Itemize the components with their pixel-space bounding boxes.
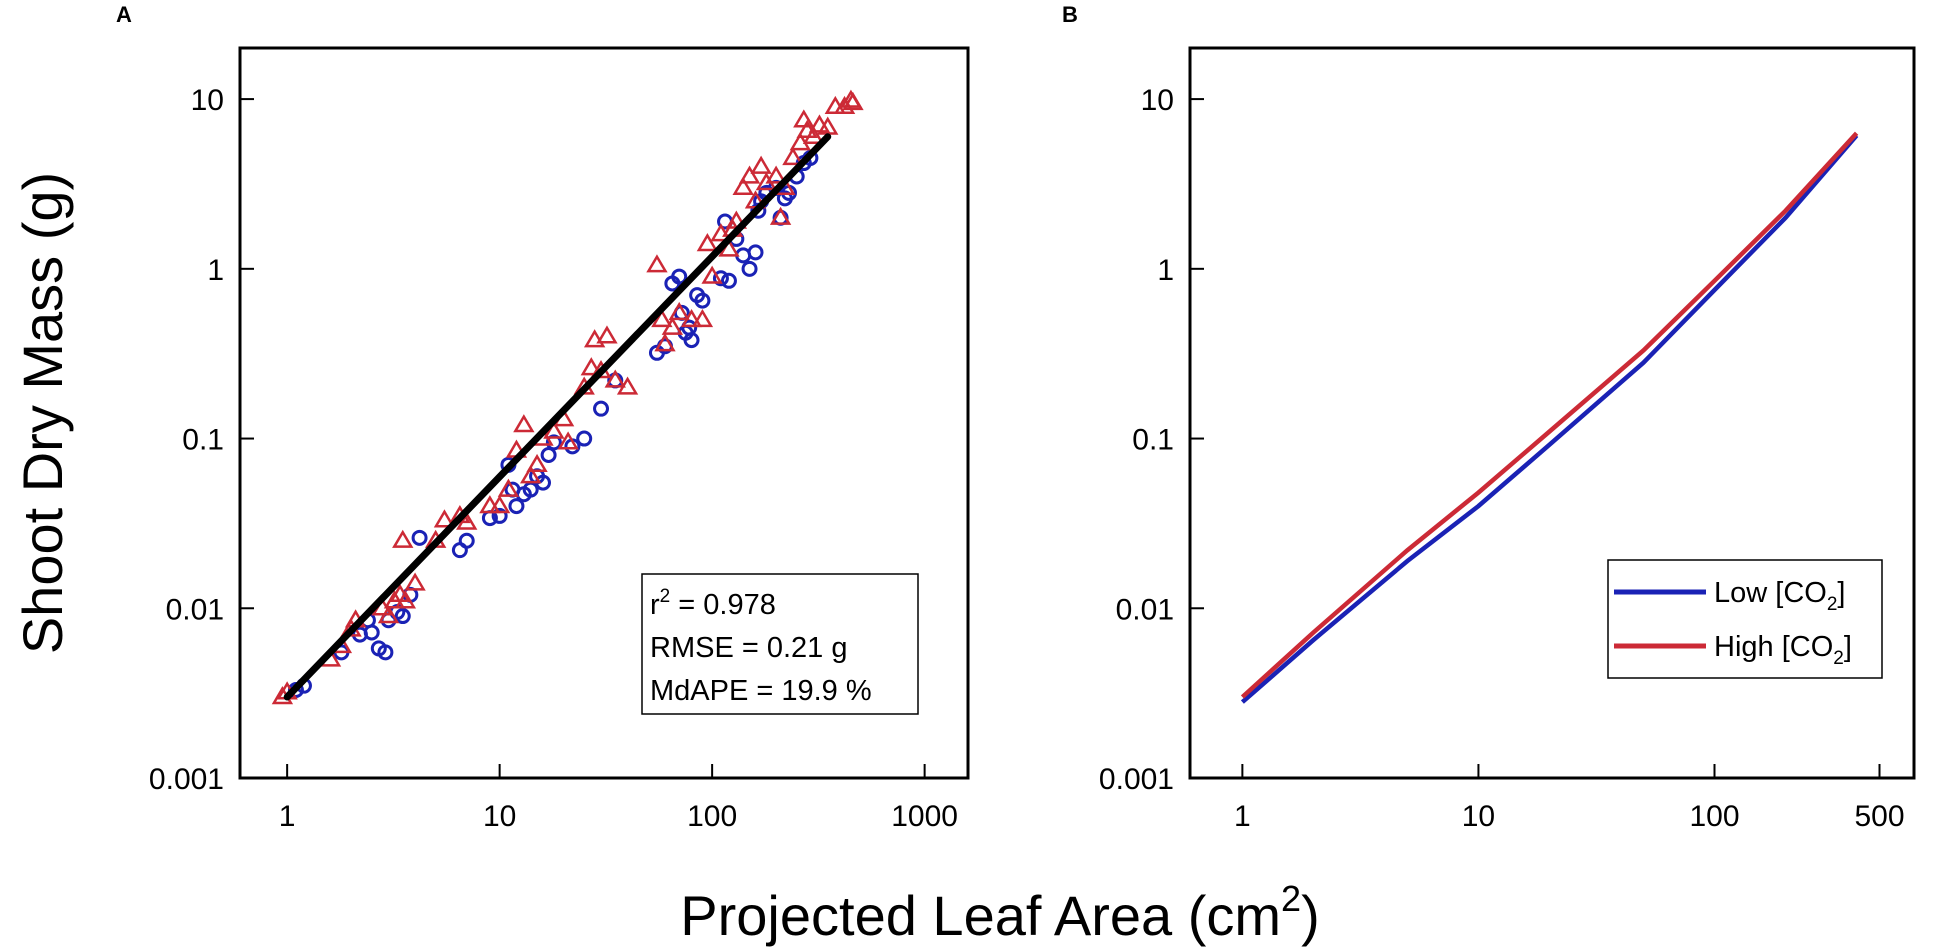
y-tick-label: 0.001 (1099, 763, 1174, 796)
high-co2-point (696, 233, 719, 252)
low-co2-point (540, 446, 557, 463)
low-co2-point (694, 292, 711, 309)
low-co2-point (671, 268, 688, 285)
high-co2-point (668, 301, 690, 321)
panel-b-x-axis: 1 10 100 500 (1234, 764, 1905, 833)
panel-b-frame (1188, 46, 1916, 780)
fit-line (283, 133, 832, 701)
high-co2-point (802, 125, 825, 144)
panel-a-frame (238, 46, 970, 780)
stat-rmse: RMSE = 0.21 g (650, 632, 847, 664)
low-co2-point (545, 434, 562, 451)
panel-a-x-axis: 1 10 100 1000 (279, 764, 958, 833)
high-co2-point (701, 265, 723, 284)
high-co2-point (543, 420, 565, 439)
stat-mdape: MdAPE = 19.9 % (650, 675, 872, 707)
high-co2-point (557, 431, 579, 450)
high-co2-point (520, 465, 542, 484)
low-co2-point (508, 498, 525, 515)
legend: Low [CO2] High [CO2] (1607, 559, 1883, 679)
panel-a-y-axis: 0.001 0.01 0.1 1 10 (149, 84, 254, 796)
y-tick-label: 1 (207, 254, 224, 287)
high-co2-point (580, 357, 602, 376)
low-co2-point (683, 332, 700, 349)
y-axis-label: Shoot Dry Mass (g) (11, 172, 74, 654)
high-co2-point (404, 572, 426, 591)
x-tick-label: 1 (279, 800, 296, 833)
high-co2-point (456, 511, 478, 530)
low-co2-point (593, 400, 610, 417)
high-co2-point (782, 146, 804, 166)
high-co2-point (377, 605, 400, 624)
high-co2-point (392, 529, 414, 548)
legend-low-label: Low [CO2] (1714, 577, 1845, 615)
high-co2-point (842, 91, 864, 111)
x-tick-label: 10 (1462, 800, 1495, 833)
low-co2-point (363, 624, 380, 641)
stats-box: r2 = 0.978 RMSE = 0.21 g MdAPE = 19.9 % (641, 573, 919, 715)
low-co2-point (712, 270, 729, 287)
high-co2-point (732, 176, 754, 196)
low-co2-point (576, 430, 593, 447)
x-axis-label: Projected Leaf Area (cm2) (680, 878, 1319, 947)
high-co2-point (661, 316, 684, 335)
high-co2-point (750, 155, 772, 174)
y-tick-label: 0.01 (1116, 593, 1174, 626)
x-tick-label: 100 (1689, 800, 1739, 833)
y-tick-label: 1 (1157, 254, 1174, 287)
high-co2-point (433, 509, 456, 528)
high-co2-point (651, 308, 673, 328)
panel-b-y-axis: 0.001 0.01 0.1 1 10 (1099, 84, 1204, 796)
high-co2-point (654, 333, 676, 352)
y-tick-label: 0.001 (149, 763, 224, 796)
high-co2-point (488, 495, 511, 514)
low-co2-point (377, 644, 394, 661)
high-co2-point (596, 325, 618, 344)
high-co2-point (497, 478, 520, 497)
low-co2-point (741, 260, 758, 277)
panel-b: B 0.001 0.01 0.1 1 10 1 10 100 500 Low [CO2] Hi… (1062, 2, 1916, 833)
low-co2-point (720, 272, 737, 289)
x-tick-label: 1 (1234, 800, 1251, 833)
high-co2-point (738, 165, 761, 184)
x-tick-label: 100 (687, 800, 737, 833)
high-co2-point (526, 453, 548, 473)
low-co2-point (747, 244, 764, 261)
low-co2-point (411, 529, 428, 546)
high-co2-point (394, 590, 417, 609)
low-co2-line (1240, 134, 1859, 704)
high-co2-point (765, 165, 787, 184)
panel-b-letter: B (1062, 2, 1078, 27)
high-co2-point (513, 414, 535, 433)
low-co2-point (491, 507, 508, 524)
low-co2-point (458, 532, 475, 549)
legend-high-label: High [CO2] (1714, 631, 1852, 669)
low-co2-point (394, 608, 411, 625)
high-co2-point (680, 308, 703, 328)
high-co2-line (1240, 131, 1859, 699)
x-tick-label: 500 (1854, 800, 1904, 833)
y-tick-label: 10 (1141, 84, 1174, 117)
high-co2-point (646, 254, 668, 273)
y-tick-label: 10 (191, 84, 224, 117)
high-co2-point (583, 329, 606, 348)
high-co2-point (769, 206, 792, 225)
x-tick-label: 1000 (891, 800, 958, 833)
y-tick-label: 0.1 (1132, 424, 1174, 457)
panel-b-lines (1240, 131, 1859, 704)
high-co2-point (793, 109, 815, 128)
high-co2-point (604, 369, 626, 388)
y-tick-label: 0.1 (182, 424, 224, 457)
y-tick-label: 0.01 (166, 593, 224, 626)
panel-a-letter: A (116, 2, 132, 27)
high-co2-point (691, 308, 714, 328)
panel-a: A 0.001 0.01 0.1 1 10 1 10 100 1000 r2 = 0.978 … (116, 2, 970, 833)
high-co2-point (616, 376, 639, 395)
stat-r2: r2 = 0.978 (650, 586, 776, 621)
x-tick-label: 10 (483, 800, 516, 833)
